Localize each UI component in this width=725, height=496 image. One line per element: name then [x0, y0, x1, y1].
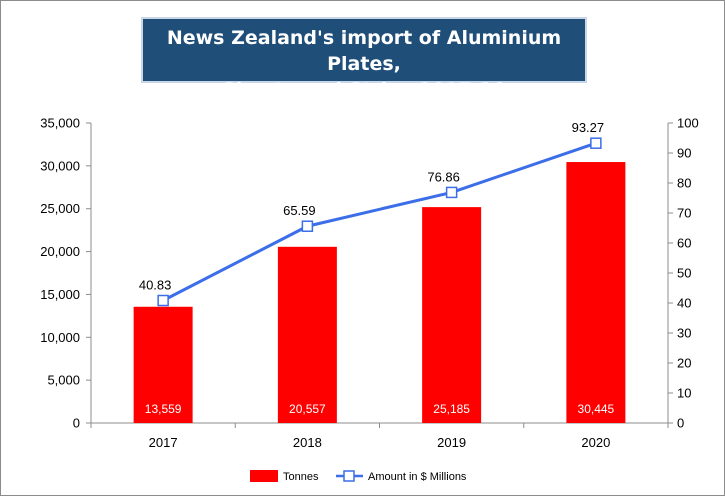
y-left-tick-label: 30,000 — [40, 158, 80, 173]
y-right-tick-label: 60 — [677, 236, 691, 251]
bar-2018 — [277, 246, 337, 423]
y-right-tick-label: 70 — [677, 206, 691, 221]
y-left-tick-label: 35,000 — [40, 116, 80, 131]
legend-label-tonnes: Tonnes — [283, 471, 319, 483]
line-marker — [157, 294, 169, 307]
bar-data-label: 13,559 — [145, 402, 182, 416]
legend-label-amount: Amount in $ Millions — [368, 471, 467, 483]
legend-marker-amount — [343, 470, 355, 482]
y-right-tick-label: 20 — [677, 356, 691, 371]
chart-title-line-1: News Zealand's import of Aluminium Plate… — [166, 27, 562, 75]
amount-line — [162, 141, 597, 302]
y-right-tick-label: 30 — [677, 326, 691, 341]
line-marker — [301, 220, 314, 232]
legend-swatch-tonnes — [250, 470, 278, 482]
line-marker — [445, 186, 458, 199]
y-right-tick-label: 50 — [677, 266, 691, 281]
y-right-tick-label: 100 — [677, 116, 699, 131]
chart-title: News Zealand's import of Aluminium Plate… — [141, 17, 587, 101]
x-tick-label: 2019 — [437, 435, 466, 450]
bar-2017 — [133, 306, 193, 423]
line-data-label: 93.27 — [572, 120, 605, 135]
y-right-tick-label: 80 — [677, 176, 691, 191]
bar-2019 — [422, 207, 482, 423]
y-left-tick-label: 5,000 — [47, 373, 80, 388]
y-left-tick-label: 15,000 — [40, 287, 80, 302]
bar-data-label: 20,557 — [289, 402, 326, 416]
line-data-label: 65.59 — [283, 203, 316, 218]
y-left-tick-label: 0 — [73, 416, 80, 431]
x-tick-label: 2017 — [149, 435, 178, 450]
y-right-tick-label: 10 — [677, 386, 691, 401]
line-data-label: 40.83 — [139, 278, 172, 293]
line-marker — [590, 137, 602, 149]
y-left-tick-label: 25,000 — [40, 201, 80, 216]
bar-2020 — [566, 162, 626, 424]
chart-title-line-2: Sheets and Strips 2017-20 — [222, 79, 506, 101]
bar-data-label: 30,445 — [578, 402, 615, 416]
y-right-tick-label: 90 — [677, 146, 691, 161]
x-tick-label: 2018 — [293, 435, 322, 450]
y-right-tick-label: 40 — [677, 296, 691, 311]
y-left-tick-label: 10,000 — [40, 330, 80, 345]
bar-data-label: 25,185 — [433, 402, 470, 416]
line-data-label: 76.86 — [427, 169, 460, 184]
x-tick-label: 2020 — [581, 435, 610, 450]
y-right-tick-label: 0 — [677, 416, 684, 431]
y-left-tick-label: 20,000 — [40, 244, 80, 259]
